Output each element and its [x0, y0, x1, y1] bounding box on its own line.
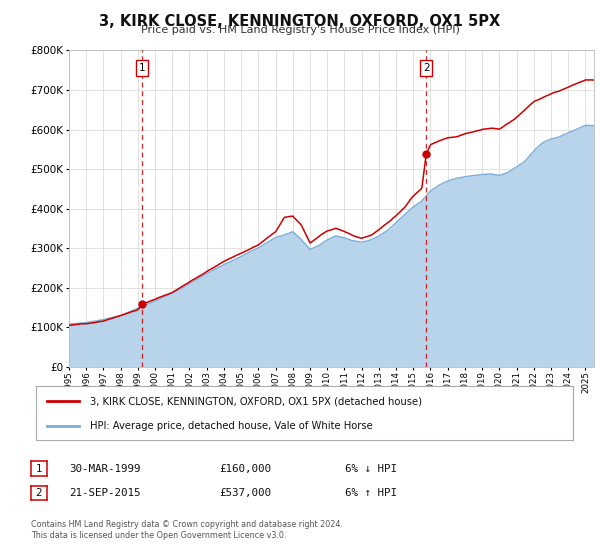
Text: This data is licensed under the Open Government Licence v3.0.: This data is licensed under the Open Gov… — [31, 531, 287, 540]
Text: £537,000: £537,000 — [219, 488, 271, 498]
Text: 3, KIRK CLOSE, KENNINGTON, OXFORD, OX1 5PX (detached house): 3, KIRK CLOSE, KENNINGTON, OXFORD, OX1 5… — [90, 396, 422, 407]
Text: 2: 2 — [35, 488, 43, 498]
Text: Contains HM Land Registry data © Crown copyright and database right 2024.: Contains HM Land Registry data © Crown c… — [31, 520, 343, 529]
Text: 3, KIRK CLOSE, KENNINGTON, OXFORD, OX1 5PX: 3, KIRK CLOSE, KENNINGTON, OXFORD, OX1 5… — [100, 14, 500, 29]
Text: 2: 2 — [423, 63, 430, 73]
Text: Price paid vs. HM Land Registry's House Price Index (HPI): Price paid vs. HM Land Registry's House … — [140, 25, 460, 35]
Text: 30-MAR-1999: 30-MAR-1999 — [69, 464, 140, 474]
Text: 6% ↑ HPI: 6% ↑ HPI — [345, 488, 397, 498]
Text: 21-SEP-2015: 21-SEP-2015 — [69, 488, 140, 498]
Text: 1: 1 — [139, 63, 145, 73]
Text: HPI: Average price, detached house, Vale of White Horse: HPI: Average price, detached house, Vale… — [90, 421, 373, 431]
Text: 1: 1 — [35, 464, 43, 474]
Text: £160,000: £160,000 — [219, 464, 271, 474]
Text: 6% ↓ HPI: 6% ↓ HPI — [345, 464, 397, 474]
